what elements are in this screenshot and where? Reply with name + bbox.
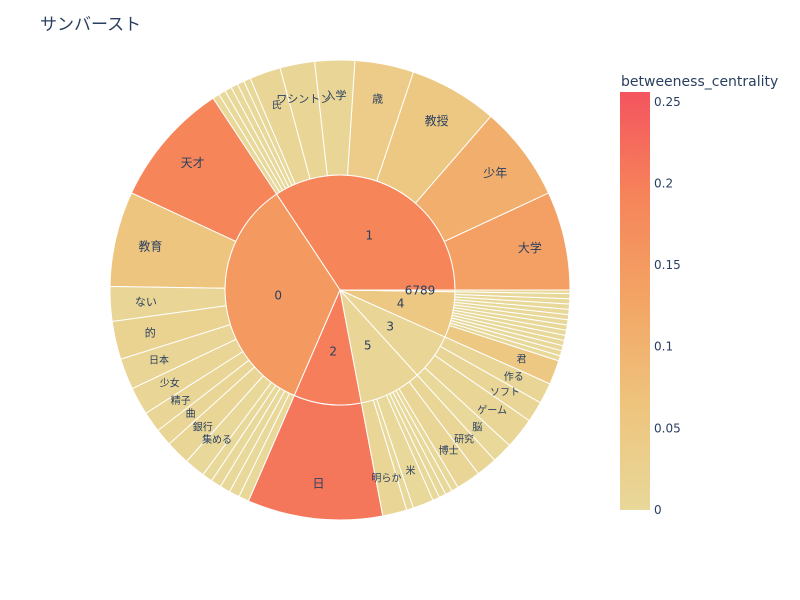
colorbar-tick-label: 0.1 — [654, 340, 673, 354]
outer-segment-label: 入学 — [325, 88, 347, 102]
outer-segment-label: ソフト — [490, 387, 520, 398]
colorbar: betweeness_centrality 0 0.05 0.1 0.15 0.2 0.2… — [620, 74, 778, 517]
outer-segment-label: 銀行 — [193, 420, 213, 433]
outer-segment-label: 曲 — [186, 408, 196, 420]
inner-ring — [224, 174, 456, 406]
outer-segment[interactable] — [454, 289, 571, 295]
inner-segment-label: 0 — [274, 288, 282, 302]
chart-title: サンバースト — [40, 15, 141, 35]
outer-segment-label: 日 — [312, 476, 324, 490]
colorbar-ticks: 0 0.05 0.1 0.15 0.2 0.25 — [654, 95, 681, 517]
inner-segment-label: 2 — [329, 345, 337, 359]
colorbar-tick-label: 0 — [654, 503, 662, 517]
inner-segment-label: 3 — [386, 319, 394, 333]
outer-segment-label: 日本 — [149, 354, 169, 367]
outer-segment-label: 作る — [504, 371, 524, 383]
outer-segment-label: 少女 — [160, 377, 180, 390]
outer-segment-label: 歳 — [372, 93, 383, 106]
outer-segment-label: ゲーム — [477, 405, 507, 417]
outer-segment-label: ワシントン — [276, 92, 331, 105]
outer-segment-label: 氏 — [272, 100, 282, 112]
colorbar-tick-label: 0.25 — [654, 95, 681, 109]
outer-segment-label: 教育 — [138, 239, 162, 254]
outer-segment-label: ない — [135, 295, 157, 308]
outer-segment-label: 天才 — [181, 156, 205, 170]
inner-segment-label: 1 — [366, 228, 374, 242]
outer-segment-label: 少年 — [483, 166, 507, 180]
colorbar-title: betweeness_centrality — [621, 74, 778, 90]
outer-segment-label: 君 — [517, 353, 527, 365]
outer-segment-label: 博士 — [439, 444, 459, 457]
outer-segment-label: 教授 — [425, 113, 449, 128]
outer-segment-label: 米 — [405, 464, 415, 477]
outer-segment-label: 精子 — [171, 394, 191, 407]
inner-segment-label: 6789 — [405, 284, 436, 298]
outer-ring — [109, 59, 571, 521]
outer-segment-label: 研究 — [454, 432, 474, 445]
inner-segment-label: 5 — [364, 338, 372, 352]
outer-segment-label: 的 — [145, 325, 156, 339]
colorbar-tick-label: 0.05 — [654, 421, 681, 435]
colorbar-tick-label: 0.15 — [654, 258, 681, 272]
outer-segment-label: 脳 — [472, 421, 482, 433]
inner-segment-label: 4 — [397, 296, 405, 310]
outer-segment-label: 明らか — [371, 472, 401, 484]
outer-segment-label: 集める — [202, 433, 232, 446]
colorbar-tick-label: 0.2 — [654, 176, 673, 190]
colorbar-gradient — [620, 92, 650, 510]
outer-segment-label: 大学 — [518, 240, 542, 255]
